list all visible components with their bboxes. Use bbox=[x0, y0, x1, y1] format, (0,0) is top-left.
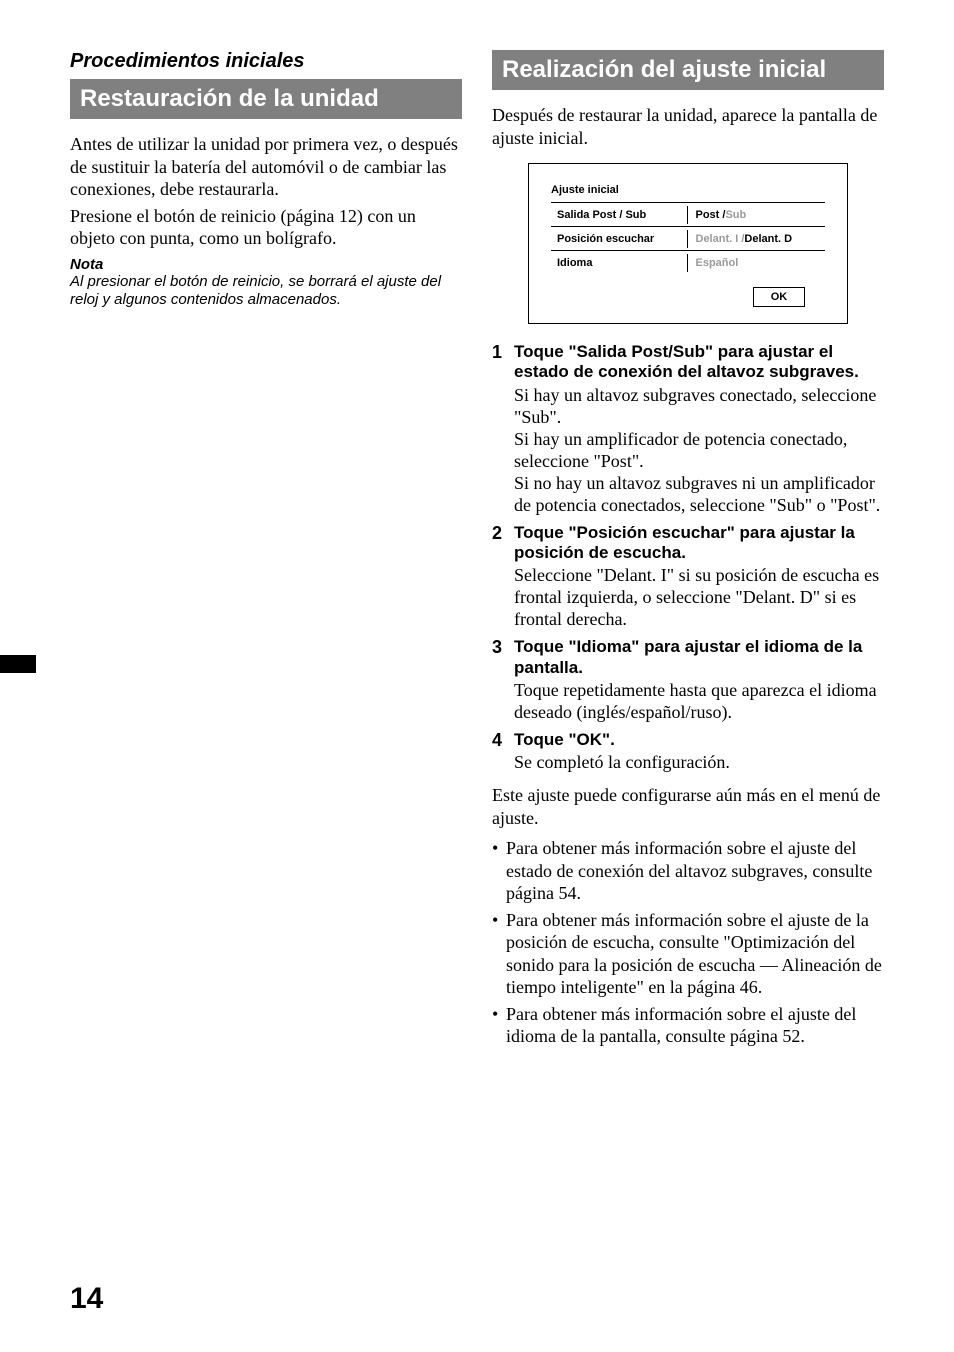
section-heading-right: Realización del ajuste inicial bbox=[492, 50, 884, 90]
bullet-item: Para obtener más información sobre el aj… bbox=[492, 837, 884, 905]
section-heading-left: Restauración de la unidad bbox=[70, 79, 462, 119]
step-number: 2 bbox=[492, 523, 514, 632]
step-title: Toque "Idioma" para ajustar el idioma de… bbox=[514, 637, 884, 678]
step-text: Si hay un altavoz subgraves conectado, s… bbox=[514, 385, 884, 517]
step-1: 1 Toque "Salida Post/Sub" para ajustar e… bbox=[492, 342, 884, 517]
after-steps-paragraph: Este ajuste puede configurarse aún más e… bbox=[492, 784, 884, 829]
step-text: Seleccione "Delant. I" si su posición de… bbox=[514, 565, 884, 631]
step-number: 1 bbox=[492, 342, 514, 517]
paragraph: Presione el botón de reinicio (página 12… bbox=[70, 205, 462, 250]
section-subheading: Procedimientos iniciales bbox=[70, 50, 462, 73]
step-number: 4 bbox=[492, 730, 514, 774]
page-tab-marker bbox=[0, 655, 36, 673]
screen-row-idioma[interactable]: Idioma Español bbox=[551, 251, 825, 275]
right-column: Realización del ajuste inicial Después d… bbox=[492, 50, 884, 1052]
paragraph: Antes de utilizar la unidad por primera … bbox=[70, 133, 462, 201]
page-number: 14 bbox=[70, 1282, 103, 1316]
screen-row-value: Post / Sub bbox=[687, 206, 826, 224]
bullet-item: Para obtener más información sobre el aj… bbox=[492, 1003, 884, 1048]
screen-row-salida[interactable]: Salida Post / Sub Post / Sub bbox=[551, 203, 825, 227]
note-heading: Nota bbox=[70, 256, 462, 273]
left-column: Procedimientos iniciales Restauración de… bbox=[70, 50, 462, 1052]
step-3: 3 Toque "Idioma" para ajustar el idioma … bbox=[492, 637, 884, 724]
bullet-item: Para obtener más información sobre el aj… bbox=[492, 909, 884, 999]
step-title: Toque "Salida Post/Sub" para ajustar el … bbox=[514, 342, 884, 383]
ok-button[interactable]: OK bbox=[753, 287, 805, 307]
note-body: Al presionar el botón de reinicio, se bo… bbox=[70, 273, 462, 311]
screen-row-label: Idioma bbox=[551, 257, 687, 269]
step-number: 3 bbox=[492, 637, 514, 724]
step-text: Se completó la configuración. bbox=[514, 752, 884, 774]
screen-row-posicion[interactable]: Posición escuchar Delant. I / Delant. D bbox=[551, 227, 825, 251]
step-title: Toque "Posición escuchar" para ajustar l… bbox=[514, 523, 884, 564]
step-text: Toque repetidamente hasta que aparezca e… bbox=[514, 680, 884, 724]
screen-title: Ajuste inicial bbox=[551, 184, 825, 196]
step-2: 2 Toque "Posición escuchar" para ajustar… bbox=[492, 523, 884, 632]
screen-row-value: Español bbox=[687, 254, 826, 272]
step-4: 4 Toque "OK". Se completó la configuraci… bbox=[492, 730, 884, 774]
bullet-list: Para obtener más información sobre el aj… bbox=[492, 837, 884, 1048]
page-content: Procedimientos iniciales Restauración de… bbox=[70, 50, 884, 1052]
step-title: Toque "OK". bbox=[514, 730, 884, 750]
settings-screen: Ajuste inicial Salida Post / Sub Post / … bbox=[528, 163, 848, 324]
screen-row-label: Posición escuchar bbox=[551, 233, 687, 245]
screen-row-label: Salida Post / Sub bbox=[551, 209, 687, 221]
intro-paragraph: Después de restaurar la unidad, aparece … bbox=[492, 104, 884, 149]
screen-row-value: Delant. I / Delant. D bbox=[687, 230, 826, 248]
